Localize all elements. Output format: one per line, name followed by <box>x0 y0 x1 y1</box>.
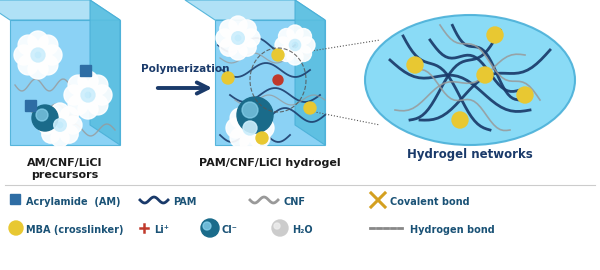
Circle shape <box>42 107 60 125</box>
Circle shape <box>287 25 303 41</box>
Text: Hydrogel networks: Hydrogel networks <box>407 148 533 161</box>
Text: precursors: precursors <box>31 170 98 180</box>
Circle shape <box>88 95 108 115</box>
Polygon shape <box>295 0 325 145</box>
Circle shape <box>407 57 423 73</box>
Circle shape <box>273 75 283 85</box>
Bar <box>25 100 36 111</box>
Circle shape <box>299 37 315 53</box>
Circle shape <box>477 67 493 83</box>
Circle shape <box>272 220 288 236</box>
Circle shape <box>230 108 250 128</box>
Circle shape <box>220 20 238 38</box>
Circle shape <box>68 75 88 95</box>
Circle shape <box>92 85 112 105</box>
Circle shape <box>452 112 468 128</box>
Circle shape <box>278 29 295 45</box>
Circle shape <box>254 118 274 138</box>
Circle shape <box>287 49 303 65</box>
Circle shape <box>64 116 82 134</box>
Bar <box>10 194 20 204</box>
Text: Polymerization: Polymerization <box>141 64 229 74</box>
Text: H₂O: H₂O <box>292 225 313 235</box>
Text: Hydrogen bond: Hydrogen bond <box>410 225 495 235</box>
Circle shape <box>9 221 23 235</box>
Polygon shape <box>185 0 325 20</box>
Circle shape <box>242 29 260 47</box>
Polygon shape <box>10 20 120 145</box>
Circle shape <box>272 49 284 61</box>
Circle shape <box>229 42 247 60</box>
Text: MBA (crosslinker): MBA (crosslinker) <box>26 225 124 235</box>
Circle shape <box>31 48 45 62</box>
Circle shape <box>42 45 62 65</box>
Circle shape <box>278 45 295 62</box>
Circle shape <box>222 72 234 84</box>
Circle shape <box>32 105 58 131</box>
Circle shape <box>295 29 311 45</box>
Ellipse shape <box>365 15 575 145</box>
Polygon shape <box>90 0 120 145</box>
Circle shape <box>201 219 219 237</box>
Circle shape <box>238 20 256 38</box>
Circle shape <box>36 109 48 121</box>
Circle shape <box>14 45 34 65</box>
Polygon shape <box>0 0 120 20</box>
Circle shape <box>242 102 258 118</box>
Bar <box>80 65 91 76</box>
Polygon shape <box>215 20 325 145</box>
Circle shape <box>243 121 257 135</box>
Circle shape <box>216 29 234 47</box>
Circle shape <box>250 108 270 128</box>
Circle shape <box>60 107 78 125</box>
Circle shape <box>18 55 38 75</box>
Text: Acrylamide  (AM): Acrylamide (AM) <box>26 197 121 207</box>
Circle shape <box>226 118 246 138</box>
Circle shape <box>237 97 273 133</box>
Circle shape <box>28 59 48 79</box>
Text: Li⁺: Li⁺ <box>154 225 169 235</box>
Circle shape <box>487 27 503 43</box>
Text: PAM: PAM <box>173 197 196 207</box>
Circle shape <box>256 132 268 144</box>
Circle shape <box>240 104 260 124</box>
Circle shape <box>18 35 38 55</box>
Circle shape <box>38 55 58 75</box>
Circle shape <box>51 103 69 121</box>
Circle shape <box>78 99 98 119</box>
Circle shape <box>250 128 270 148</box>
Text: PAM/CNF/LiCl hydrogel: PAM/CNF/LiCl hydrogel <box>199 158 341 168</box>
Circle shape <box>60 125 78 143</box>
Circle shape <box>274 223 280 229</box>
Circle shape <box>81 88 95 102</box>
Circle shape <box>38 35 58 55</box>
Circle shape <box>275 37 291 53</box>
Circle shape <box>289 39 301 50</box>
Circle shape <box>54 119 66 131</box>
Circle shape <box>232 32 244 44</box>
Text: Covalent bond: Covalent bond <box>390 197 470 207</box>
Circle shape <box>220 38 238 56</box>
Circle shape <box>88 75 108 95</box>
Circle shape <box>38 116 56 134</box>
Circle shape <box>229 16 247 34</box>
Circle shape <box>28 31 48 51</box>
Circle shape <box>295 45 311 62</box>
Circle shape <box>238 38 256 56</box>
Circle shape <box>203 222 211 230</box>
Circle shape <box>78 71 98 91</box>
Circle shape <box>51 129 69 147</box>
Circle shape <box>64 85 84 105</box>
Circle shape <box>304 102 316 114</box>
Circle shape <box>517 87 533 103</box>
Text: Cl⁻: Cl⁻ <box>222 225 238 235</box>
Text: CNF: CNF <box>283 197 305 207</box>
Circle shape <box>230 128 250 148</box>
Circle shape <box>240 132 260 152</box>
Text: AM/CNF/LiCl: AM/CNF/LiCl <box>28 158 103 168</box>
Circle shape <box>42 125 60 143</box>
Circle shape <box>68 95 88 115</box>
